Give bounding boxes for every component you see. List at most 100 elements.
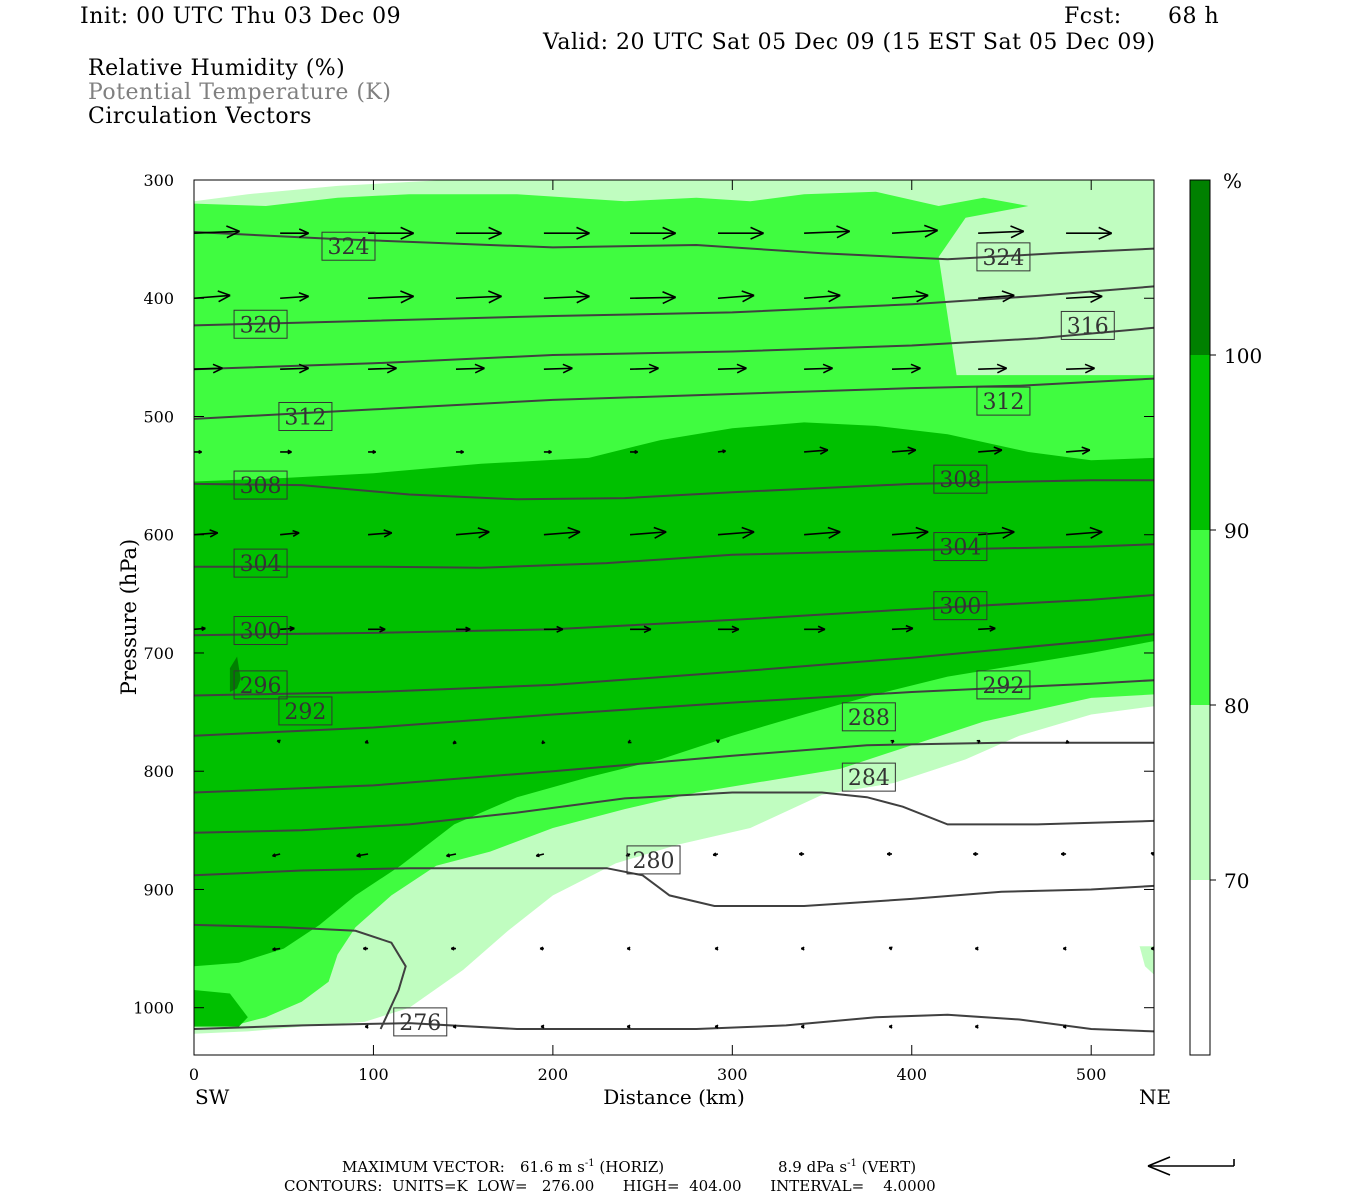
rh-shading [194, 180, 1154, 1034]
svg-text:308: 308 [939, 468, 981, 493]
circulation-vector [891, 224, 938, 238]
circulation-vector [890, 739, 895, 744]
circulation-vector [1060, 851, 1067, 857]
svg-text:312: 312 [284, 405, 326, 430]
circulation-vector [368, 626, 386, 633]
circulation-vector [717, 363, 747, 374]
contour-label: 312 [976, 386, 1031, 416]
circulation-vector [976, 739, 981, 744]
circulation-vector [715, 739, 721, 743]
y-tick-label: 900 [143, 880, 174, 899]
circulation-vector [543, 363, 573, 374]
circulation-vector [362, 946, 369, 951]
circulation-vector [455, 363, 485, 374]
axes: 300 400 500 600 700 800 900 1000 0 100 200 300 400 50… [133, 171, 1154, 1084]
svg-text:296: 296 [240, 674, 282, 699]
circulation-vector [630, 625, 652, 634]
circulation-vector [1062, 946, 1067, 951]
circulation-vector [626, 946, 631, 951]
svg-text:292: 292 [982, 674, 1024, 699]
colorbar-unit: % [1223, 169, 1242, 193]
theta-contour-320 [194, 285, 1154, 327]
circulation-vector [891, 526, 929, 539]
x-left-end-label: SW [195, 1085, 230, 1109]
theta-contour-280 [194, 867, 1154, 907]
forecast-hour: 68 h [1168, 4, 1220, 29]
max-horiz-exponent: -1 [584, 1158, 595, 1169]
theta-contours [194, 231, 1154, 1033]
circulation-vector [630, 290, 676, 305]
theta-contour-304 [194, 543, 1154, 569]
colorbar-segment [1190, 355, 1210, 530]
circulation-vector [717, 290, 755, 303]
circulation-vector [280, 449, 292, 455]
circulation-vector [974, 946, 979, 951]
circulation-vector [717, 526, 755, 539]
contour-label: 300 [233, 616, 288, 646]
circulation-vector [800, 946, 805, 951]
circulation-vector [364, 739, 369, 744]
plot-frame [193, 179, 1155, 1056]
circulation-vector [280, 363, 309, 374]
circulation-vector [891, 290, 929, 303]
circulation-vector [974, 1024, 979, 1029]
circulation-vector [799, 851, 805, 857]
theta-contour-296 [194, 633, 1154, 697]
valid-time: Valid: 20 UTC Sat 05 Dec 09 (15 EST Sat … [543, 30, 1156, 55]
circulation-vector [1065, 739, 1070, 744]
circulation-vector [446, 853, 457, 858]
circulation-vector [626, 1024, 631, 1029]
svg-text:300: 300 [939, 595, 981, 620]
circulation-vector [543, 449, 552, 455]
field-rh-title: Relative Humidity (%) [88, 56, 346, 81]
circulation-vector [630, 363, 659, 374]
contour-label: 280 [626, 845, 681, 875]
theta-contour-308 [194, 479, 1154, 501]
circulation-vector [356, 852, 369, 858]
svg-text:288: 288 [848, 706, 890, 731]
circulation-vector [1066, 226, 1113, 240]
x-tick-label: 200 [538, 1065, 569, 1084]
contour-label: 304 [233, 548, 288, 578]
circulation-vector [194, 853, 195, 855]
svg-text:308: 308 [240, 474, 282, 499]
circulation-vector [276, 739, 281, 744]
svg-text:316: 316 [1067, 314, 1109, 339]
colorbar-segment [1190, 705, 1210, 880]
circulation-vector [629, 526, 667, 539]
circulation-vector [717, 449, 726, 454]
svg-text:276: 276 [399, 1011, 441, 1036]
y-tick-label: 300 [143, 171, 174, 190]
circulation-vector [194, 626, 206, 632]
circulation-vector [194, 225, 240, 239]
reference-vector-arrow [1147, 1156, 1235, 1176]
max-horiz-value: 61.6 m s-1 (HORIZ) [520, 1158, 664, 1176]
circulation-vector [978, 625, 996, 632]
circulation-vector [800, 1024, 805, 1029]
rh-region-90 [194, 990, 248, 1027]
circulation-vector [630, 226, 676, 240]
circulation-vector [978, 446, 1003, 455]
theta-contour-276 [194, 1013, 1154, 1033]
y-tick-label: 500 [143, 407, 174, 426]
circulation-vector [1153, 451, 1154, 452]
circulation-vector [272, 947, 281, 952]
contour-label: 320 [233, 309, 288, 339]
colorbar-label: 100 [1224, 344, 1262, 368]
x-tick-label: 400 [896, 1065, 927, 1084]
circulation-vector [804, 363, 833, 374]
max-horiz-number: 61.6 m s [520, 1158, 585, 1176]
circulation-vector [1062, 1024, 1067, 1029]
theta-contour-284 [194, 791, 1154, 834]
contour-label: 312 [278, 401, 333, 431]
circulation-vector [455, 626, 471, 633]
circulation-vector [891, 624, 914, 633]
svg-text:300: 300 [240, 620, 282, 645]
circulation-vector [978, 290, 1015, 303]
circulation-vector [535, 853, 545, 858]
circulation-vector [455, 449, 464, 455]
circulation-vector [455, 290, 502, 304]
circulation-vector [541, 740, 546, 745]
